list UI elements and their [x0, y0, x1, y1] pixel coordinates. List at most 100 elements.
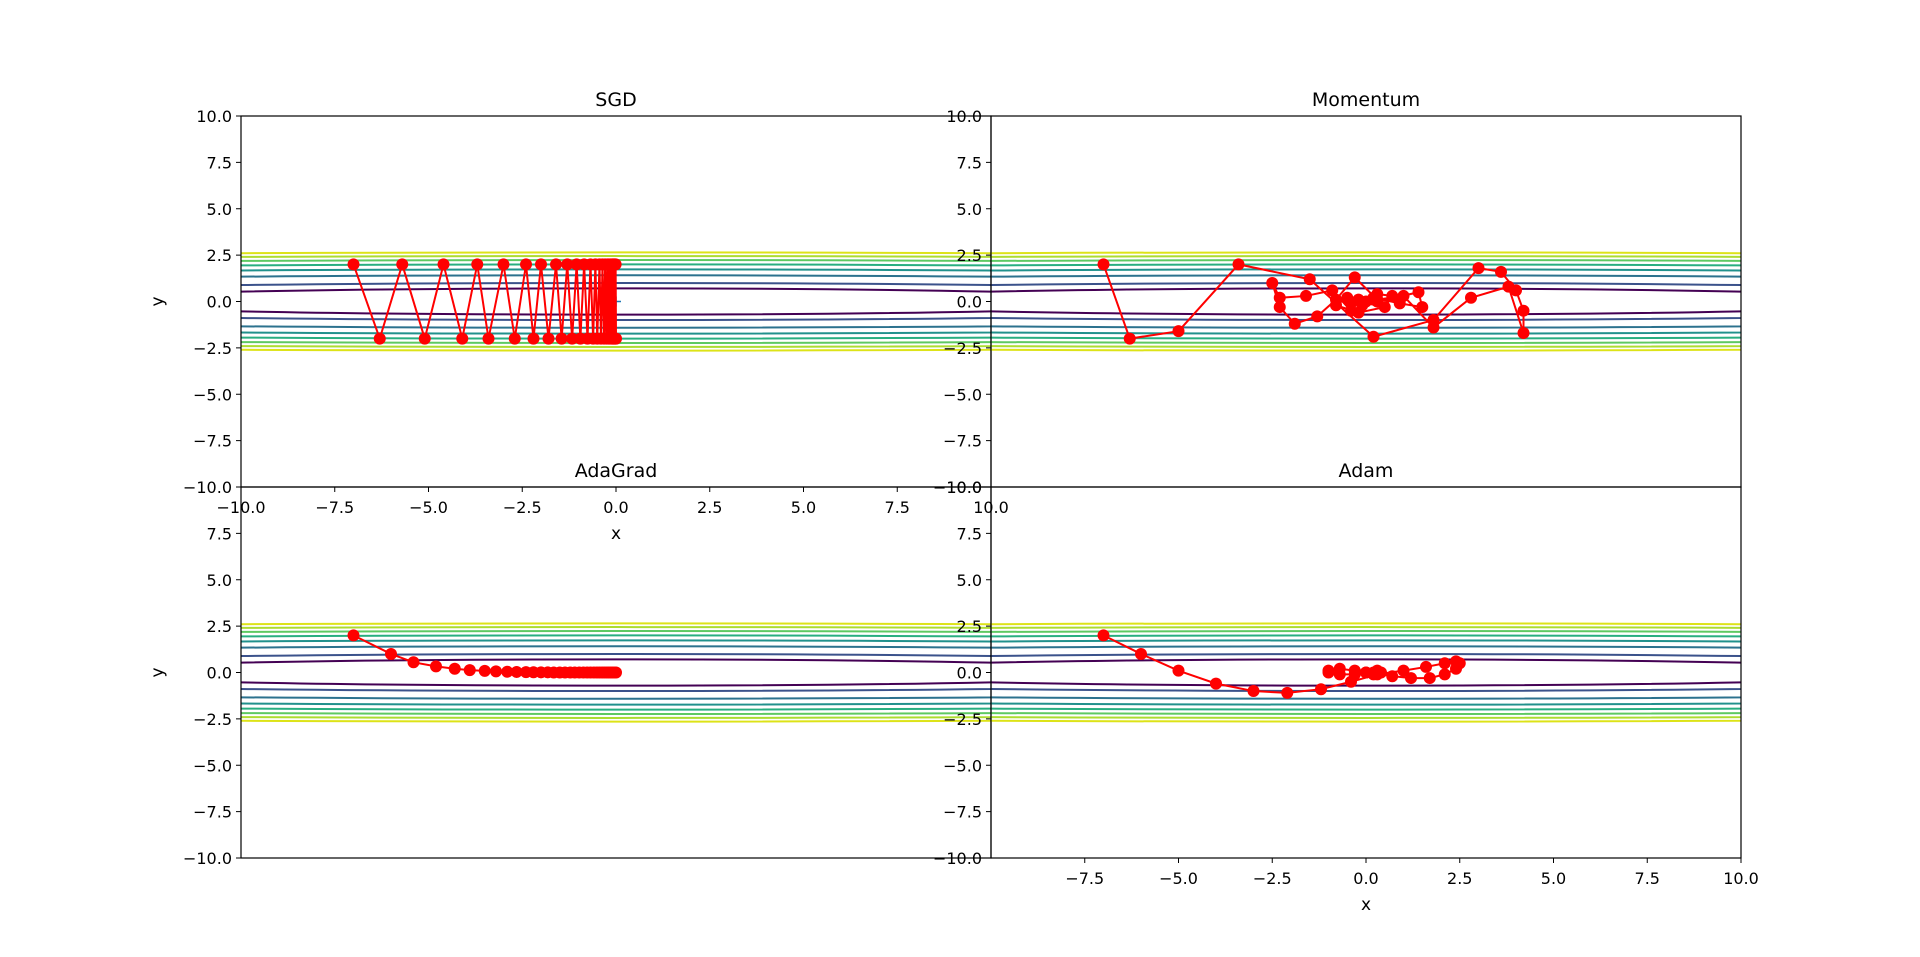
path-point	[1420, 660, 1432, 673]
y-tick-label: −10.0	[183, 849, 232, 868]
path-point	[566, 332, 579, 345]
x-tick-label: 5.0	[791, 498, 816, 517]
path-point	[1288, 317, 1301, 330]
path-point	[1450, 662, 1462, 675]
x-tick-label: 2.5	[1447, 869, 1472, 888]
path-point	[1502, 280, 1515, 293]
contour-line	[991, 281, 1741, 322]
y-tick-label: −5.0	[193, 756, 232, 775]
y-tick-label: −5.0	[193, 385, 232, 404]
path-point	[550, 258, 562, 271]
contour-group	[241, 251, 991, 352]
x-tick-label: −2.5	[503, 498, 542, 517]
path-point	[1348, 668, 1361, 681]
path-point	[1348, 271, 1361, 284]
y-tick-label: −10.0	[933, 849, 982, 868]
path-point	[1416, 301, 1429, 314]
y-tick-label: 7.5	[207, 153, 232, 172]
path-point	[1097, 629, 1110, 642]
path-line	[352, 260, 617, 343]
path-point	[1273, 301, 1286, 314]
path-point	[430, 660, 442, 673]
subplot-title: Adam	[1339, 460, 1394, 482]
y-tick-label: 10.0	[946, 478, 982, 497]
x-tick-label: −7.5	[1065, 869, 1104, 888]
contour-line	[991, 263, 1741, 340]
path-point	[407, 656, 420, 669]
contour-line	[991, 645, 1741, 700]
contour-line	[241, 645, 991, 700]
y-tick-label: 5.0	[957, 571, 982, 590]
path-point	[1311, 310, 1324, 323]
contour-line	[241, 658, 991, 687]
path-point	[1322, 666, 1335, 679]
contour-line	[241, 634, 991, 711]
path-point	[520, 258, 532, 271]
y-tick-label: 2.5	[957, 246, 982, 265]
y-tick-label: −5.0	[943, 385, 982, 404]
y-tick-label: −2.5	[943, 339, 982, 358]
y-tick-label: 0.0	[957, 293, 982, 312]
y-tick-label: −2.5	[193, 710, 232, 729]
path-point	[1465, 291, 1477, 304]
contour-line	[241, 255, 991, 348]
path-point	[1438, 668, 1451, 681]
y-tick-label: 7.5	[207, 524, 232, 543]
y-tick-label: 5.0	[207, 571, 232, 590]
contour-line	[991, 658, 1741, 687]
x-tick-label: 7.5	[1635, 869, 1660, 888]
y-tick-label: 10.0	[946, 107, 982, 126]
path-point	[1273, 291, 1286, 304]
contour-line	[991, 639, 1741, 706]
path-point	[456, 332, 469, 345]
path-point	[1517, 327, 1530, 340]
path-point	[510, 665, 523, 678]
y-tick-label: −7.5	[943, 432, 982, 451]
y-tick-label: 0.0	[957, 664, 982, 683]
contour-line	[991, 622, 1741, 723]
subplot-adagrad: AdaGrad −10.0 −7.5 −5.0 −2.5 0.0 2.5 5.0 7.5 y	[148, 460, 992, 868]
path-point	[1345, 297, 1357, 310]
contour-group	[991, 251, 1741, 352]
x-axis-label: x	[611, 524, 621, 544]
path-point	[482, 332, 495, 345]
contour-line	[991, 268, 1741, 335]
y-tick-label: 2.5	[207, 617, 232, 636]
path-point	[437, 258, 450, 271]
contour-line	[991, 634, 1741, 711]
y-tick-label: −10.0	[183, 478, 232, 497]
y-tick-label: 0.0	[207, 664, 232, 683]
path-point	[1517, 304, 1530, 317]
path-point	[1405, 672, 1417, 685]
path-point	[418, 332, 431, 345]
subplot-title: AdaGrad	[575, 460, 658, 482]
contour-line	[991, 259, 1741, 344]
contour-line	[991, 251, 1741, 352]
contour-line	[991, 255, 1741, 348]
y-tick-label: −5.0	[943, 756, 982, 775]
y-tick-label: −2.5	[943, 710, 982, 729]
path-point	[1123, 332, 1136, 345]
subplot-title: Momentum	[1312, 89, 1420, 111]
path-point	[542, 332, 555, 345]
contour-line	[241, 251, 991, 352]
path-point	[1378, 301, 1391, 314]
x-tick-label: 5.0	[1541, 869, 1566, 888]
path-point	[1423, 672, 1436, 685]
contour-line	[991, 630, 1741, 715]
path-point	[1397, 664, 1410, 677]
path-point	[1412, 286, 1425, 299]
subplot-adam: Adam −10.0 −7.5 −5.0 −2.5 0.0 2.5 5.0 7.5 10.0 −7.…	[933, 460, 1759, 915]
y-tick-label: −7.5	[943, 803, 982, 822]
path-point	[1472, 262, 1485, 275]
contour-line	[991, 626, 1741, 719]
y-tick-label: 5.0	[957, 200, 982, 219]
path-point	[1172, 325, 1185, 338]
path-point	[508, 332, 521, 345]
x-tick-label: −5.0	[409, 498, 448, 517]
x-tick-label: 0.0	[603, 498, 628, 517]
path-point	[490, 665, 502, 678]
path-point	[373, 332, 386, 345]
contour-line	[241, 626, 991, 719]
path-point	[1303, 273, 1316, 286]
